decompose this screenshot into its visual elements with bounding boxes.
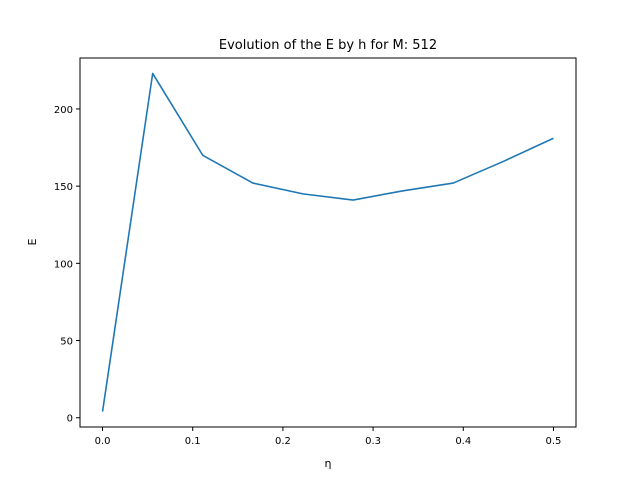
ticks-layer: 0.0 0.1 0.2 0.3 0.4 0.5 0 50 100 150 200	[54, 105, 562, 447]
x-tick-label: 0.0	[95, 436, 111, 447]
y-tick-label: 50	[60, 337, 73, 348]
y-tick-label: 200	[54, 105, 73, 116]
x-axis-label: η	[325, 457, 332, 470]
series-line-0	[101, 72, 554, 412]
x-tick-label: 0.1	[185, 436, 201, 447]
y-axis-label: E	[26, 238, 39, 245]
series-layer	[101, 72, 554, 412]
plot-frame	[79, 57, 577, 428]
y-tick-label: 100	[54, 259, 73, 270]
y-tick-label: 0	[67, 414, 73, 425]
x-tick-label: 0.3	[365, 436, 381, 447]
x-tick-label: 0.2	[275, 436, 291, 447]
x-tick-label: 0.4	[455, 436, 471, 447]
x-tick-label: 0.5	[546, 436, 562, 447]
chart-title: Evolution of the E by h for M: 512	[219, 38, 437, 53]
y-tick-label: 150	[54, 182, 73, 193]
